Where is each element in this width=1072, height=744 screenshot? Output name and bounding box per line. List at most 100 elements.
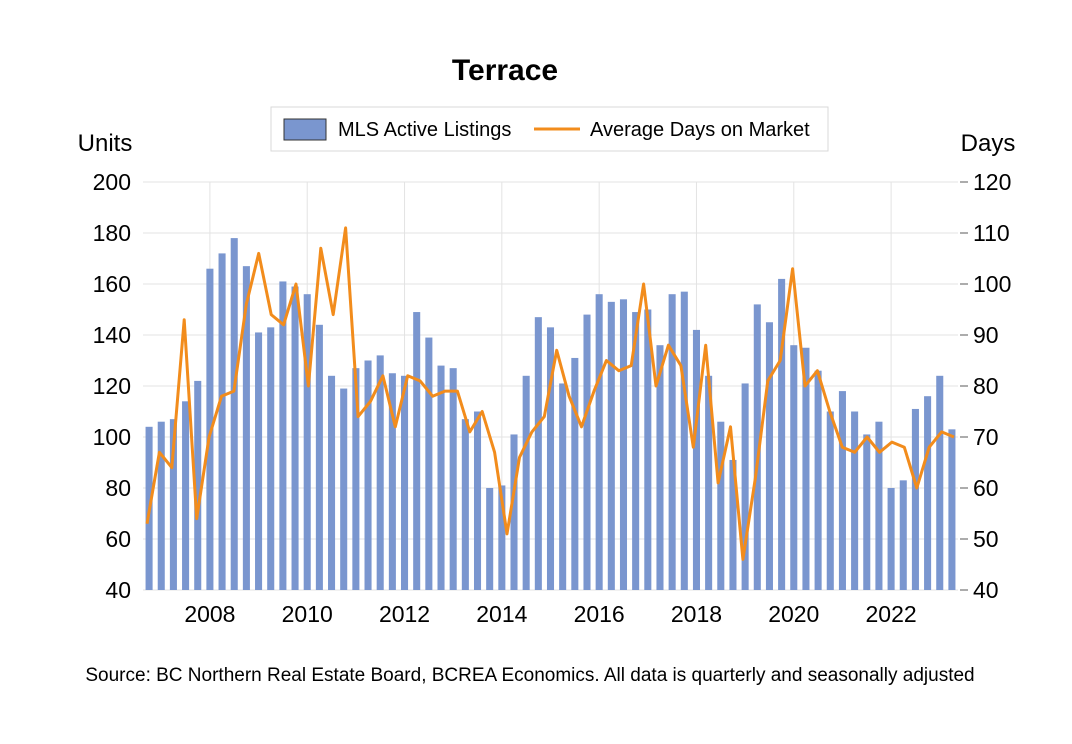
bar — [401, 375, 409, 590]
x-tick-label: 2022 — [866, 601, 917, 627]
bar — [546, 327, 555, 590]
bar — [948, 429, 956, 590]
bar — [352, 368, 360, 590]
bar — [814, 370, 822, 590]
x-tick-label: 2016 — [574, 601, 625, 627]
bar — [778, 278, 786, 590]
bar — [498, 485, 506, 590]
bar — [364, 360, 372, 590]
left-tick-label: 40 — [105, 577, 131, 603]
bar — [571, 357, 579, 590]
bar-series — [145, 238, 956, 590]
right-tick-label: 120 — [973, 169, 1011, 195]
chart-title: Terrace — [452, 54, 558, 87]
bar — [255, 332, 263, 590]
bar — [425, 337, 433, 590]
bar — [924, 396, 932, 590]
bar — [194, 380, 202, 590]
right-tick-label: 110 — [973, 220, 1010, 246]
left-axis-label: Units — [78, 130, 133, 157]
bar — [668, 294, 676, 590]
bar — [486, 488, 494, 590]
bar — [607, 301, 615, 590]
bar — [303, 294, 311, 590]
x-tick-label: 2012 — [379, 601, 430, 627]
right-tick-label: 40 — [973, 577, 999, 603]
x-tick-label: 2020 — [768, 601, 819, 627]
left-tick-label: 120 — [93, 373, 131, 399]
right-tick-label: 60 — [973, 475, 999, 501]
bar — [328, 375, 336, 590]
left-tick-label: 160 — [93, 271, 131, 297]
bar — [863, 434, 871, 590]
bar — [899, 480, 907, 590]
bar — [169, 419, 177, 590]
bar — [851, 411, 859, 590]
bar — [230, 238, 238, 590]
bar — [717, 421, 725, 590]
bar — [911, 408, 919, 590]
legend-swatch-listings — [283, 118, 327, 141]
bar — [279, 281, 287, 590]
bar — [242, 266, 250, 590]
right-axis-label: Days — [961, 130, 1016, 157]
bar — [473, 411, 482, 590]
bar — [449, 368, 457, 590]
right-tick-label: 50 — [973, 526, 999, 552]
x-tick-label: 2008 — [184, 601, 235, 627]
right-axis-ticks: 40 50 60 70 80 90 100 110 120 — [960, 169, 1011, 603]
bar — [741, 383, 749, 590]
bar — [461, 419, 469, 590]
left-tick-label: 60 — [105, 526, 131, 552]
left-tick-label: 140 — [93, 322, 131, 348]
bar — [887, 488, 895, 590]
bar — [218, 253, 226, 590]
bar — [595, 294, 603, 590]
bar — [729, 459, 737, 590]
bar — [583, 314, 591, 590]
bar — [291, 286, 299, 590]
bar — [875, 421, 883, 590]
bar — [753, 304, 761, 590]
bar — [388, 373, 396, 590]
right-tick-label: 70 — [973, 424, 999, 450]
days-on-market-line — [145, 226, 955, 561]
bar — [765, 322, 773, 590]
source-note: Source: BC Northern Real Estate Board, B… — [85, 665, 974, 686]
bar — [656, 345, 664, 590]
bar — [826, 411, 834, 590]
bar — [376, 355, 384, 590]
left-tick-label: 200 — [93, 169, 131, 195]
bar — [340, 388, 348, 590]
bar — [267, 327, 275, 590]
left-tick-label: 100 — [93, 424, 131, 450]
bar — [838, 391, 846, 590]
legend: MLS Active Listings Average Days on Mark… — [270, 106, 829, 152]
bar — [157, 421, 165, 590]
x-tick-label: 2018 — [671, 601, 722, 627]
bar — [936, 375, 944, 590]
bar — [559, 383, 567, 590]
bar — [182, 401, 190, 590]
bar — [705, 375, 713, 590]
bar — [680, 291, 688, 590]
legend-label-listings: MLS Active Listings — [338, 119, 511, 141]
bar — [692, 329, 700, 590]
x-axis-ticks: 2008 2010 2012 2014 2016 2018 2020 2022 — [184, 601, 916, 627]
bar — [413, 312, 421, 590]
bar — [802, 347, 810, 590]
legend-label-days: Average Days on Market — [590, 119, 810, 141]
bar — [632, 312, 640, 590]
bar — [522, 375, 530, 590]
right-tick-label: 80 — [973, 373, 999, 399]
x-tick-label: 2010 — [282, 601, 333, 627]
bar — [315, 324, 323, 590]
x-tick-label: 2014 — [476, 601, 527, 627]
bar — [619, 299, 628, 590]
bar — [437, 365, 445, 590]
line-series — [145, 226, 955, 561]
bar — [790, 345, 798, 590]
left-axis-ticks: 40 60 80 100 120 140 160 180 200 — [93, 169, 131, 603]
